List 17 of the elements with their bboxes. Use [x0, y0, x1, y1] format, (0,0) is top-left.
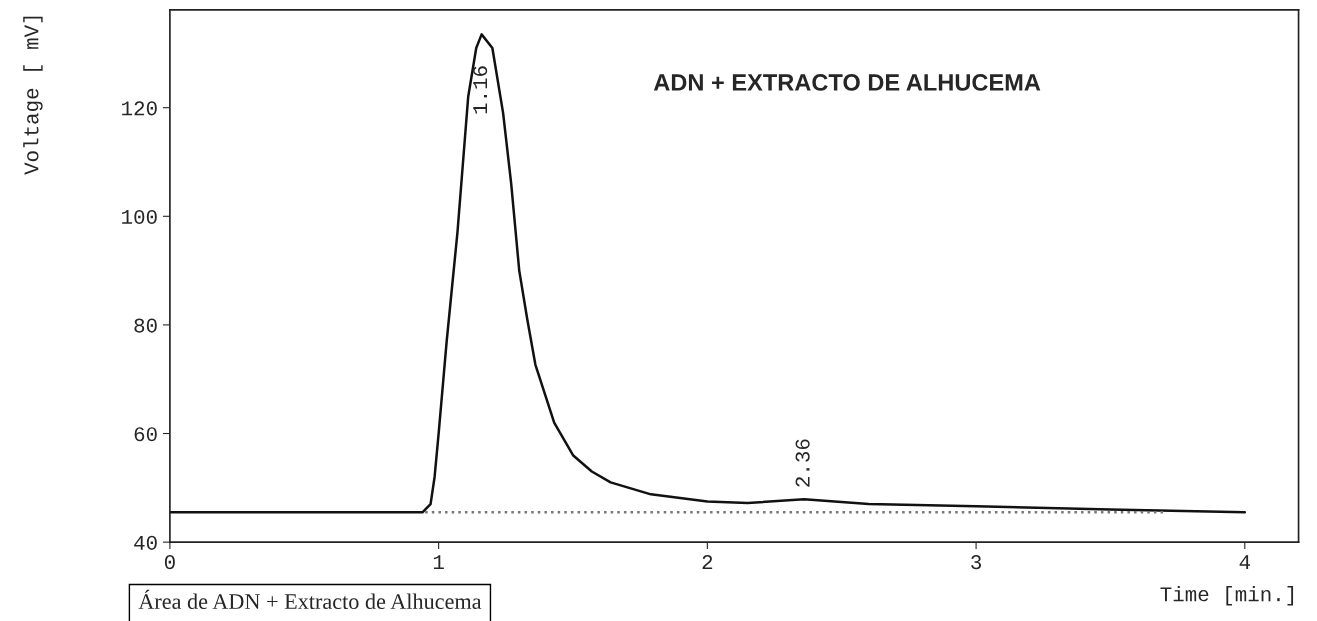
x-tick-label: 4 — [1239, 555, 1251, 570]
y-tick-label: 100 — [122, 209, 157, 225]
y-tick-label: 120 — [122, 101, 157, 116]
x-tick-label: 0 — [164, 555, 175, 570]
x-tick-label: 3 — [971, 555, 982, 570]
y-tick-label: 60 — [134, 427, 157, 442]
x-axis-title: Time [min.] — [1160, 586, 1294, 606]
text: ADN + EXTRACTO DE ALHUCEMA — [653, 74, 1041, 91]
y-tick-label: 40 — [134, 535, 157, 550]
y-axis-title: Voltage [ mV] — [23, 16, 43, 175]
annotation: 2.36 — [795, 439, 810, 487]
x-tick-label: 2 — [702, 555, 713, 570]
y-tick-label: 80 — [134, 318, 157, 333]
text: Área de ADN + Extracto de Alhucema — [138, 589, 482, 610]
annotation: 1.16 — [473, 66, 488, 114]
x-tick-label: 1 — [433, 555, 444, 570]
line-series — [169, 33, 1247, 514]
